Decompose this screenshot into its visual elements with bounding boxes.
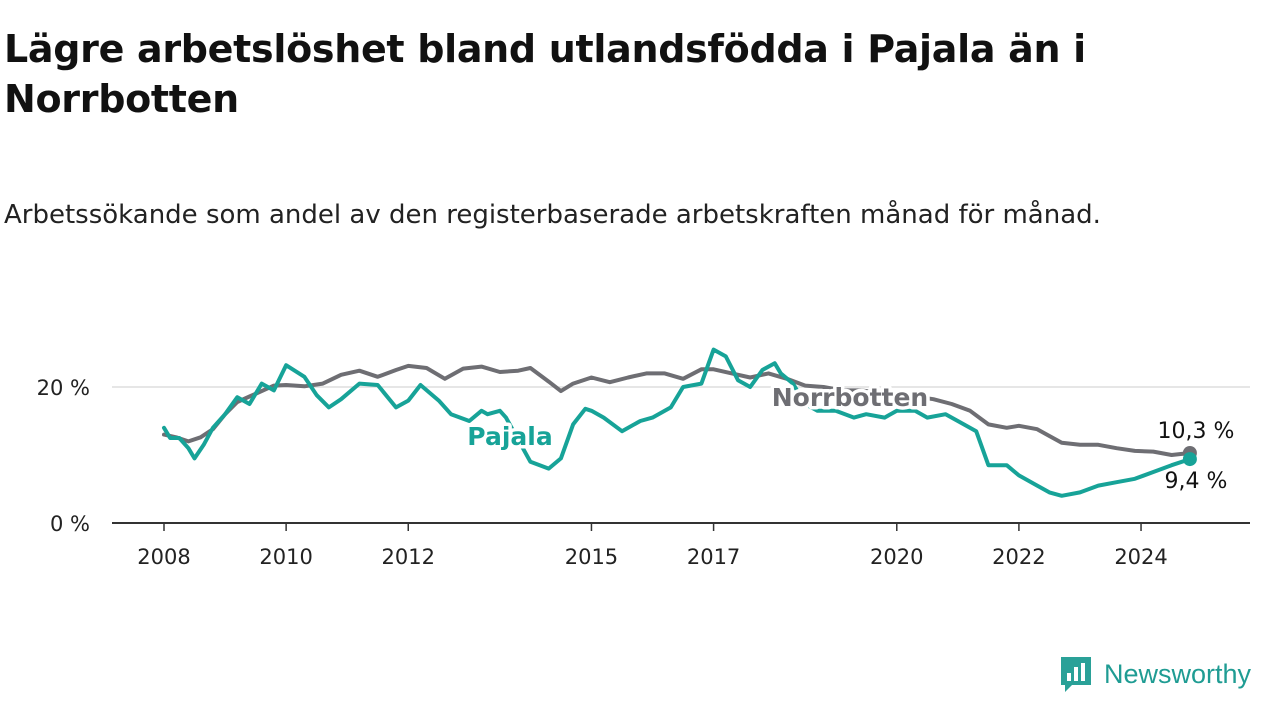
end-label-norrbotten: 10,3 % [1158,419,1235,444]
x-tick-label: 2024 [1114,545,1167,569]
x-tick-label: 2008 [137,545,190,569]
x-tick-label: 2015 [565,545,618,569]
series-label-norrbotten-halo: Norrbotten [772,383,928,412]
x-tick-label: 2020 [870,545,923,569]
brand-logo: Newsworthy [1058,654,1251,694]
end-label-pajala: 9,4 % [1165,469,1228,494]
brand-name: Newsworthy [1104,658,1252,689]
x-tick-label: 2010 [259,545,312,569]
series-line-norrbotten [162,363,1192,457]
end-label-pajala-halo: 9,4 % [1165,469,1228,494]
y-tick-label: 0 % [50,512,90,536]
end-label-norrbotten-halo: 10,3 % [1158,419,1235,444]
series-layer [162,347,1197,498]
series-label-pajala-halo: Pajala [467,422,552,451]
series-label-pajala: Pajala [467,422,552,451]
x-tick-label: 2012 [382,545,435,569]
chart-subtitle: Arbetssökande som andel av den registerb… [4,200,1101,230]
series-line-pajala [162,347,1192,498]
newsworthy-chart-icon [1061,657,1091,692]
series-label-norrbotten: Norrbotten [772,383,928,412]
chart-title: Lägre arbetslöshet bland utlandsfödda i … [4,27,1086,121]
x-tick-label: 2022 [992,545,1045,569]
x-tick-label: 2017 [687,545,740,569]
end-point-pajala [1182,452,1197,467]
axes: 0 % 20 % 2008 2010 2012 2015 2017 2020 2022 2024 [37,376,1250,569]
y-tick-label: 20 % [37,376,90,400]
